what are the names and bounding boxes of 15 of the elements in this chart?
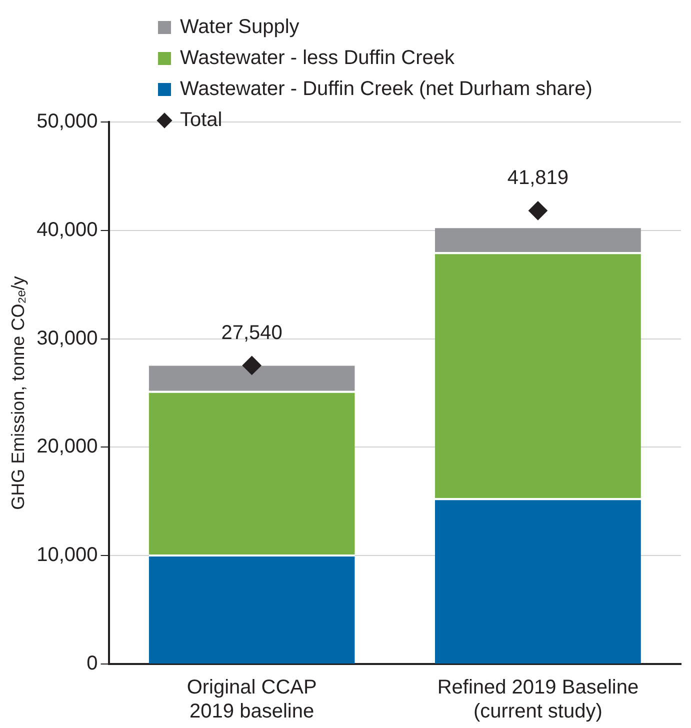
y-tick-label: 50,000 xyxy=(36,110,98,133)
y-tick-label: 20,000 xyxy=(36,436,98,458)
x-tick-label: Refined 2019 Baseline (current study) xyxy=(437,676,639,723)
legend-label: Water Supply xyxy=(180,15,300,40)
y-axis-title: GHG Emission, tonne CO₂ₑ/y xyxy=(8,276,28,510)
legend-label: Wastewater - less Duffin Creek xyxy=(180,46,455,71)
y-tick-label: 10,000 xyxy=(36,544,98,566)
y-tick-label: 0 xyxy=(86,652,98,675)
legend-label: Wastewater - Duffin Creek (net Durham share) xyxy=(180,77,592,102)
y-tick-label: 30,000 xyxy=(36,327,98,350)
data-label: 41,819 xyxy=(507,167,569,190)
data-label: 27,540 xyxy=(221,322,282,344)
y-tick-label: 40,000 xyxy=(36,218,98,241)
x-tick-label: Original CCAP 2019 baseline xyxy=(186,676,317,723)
legend-label: Total xyxy=(180,108,222,133)
